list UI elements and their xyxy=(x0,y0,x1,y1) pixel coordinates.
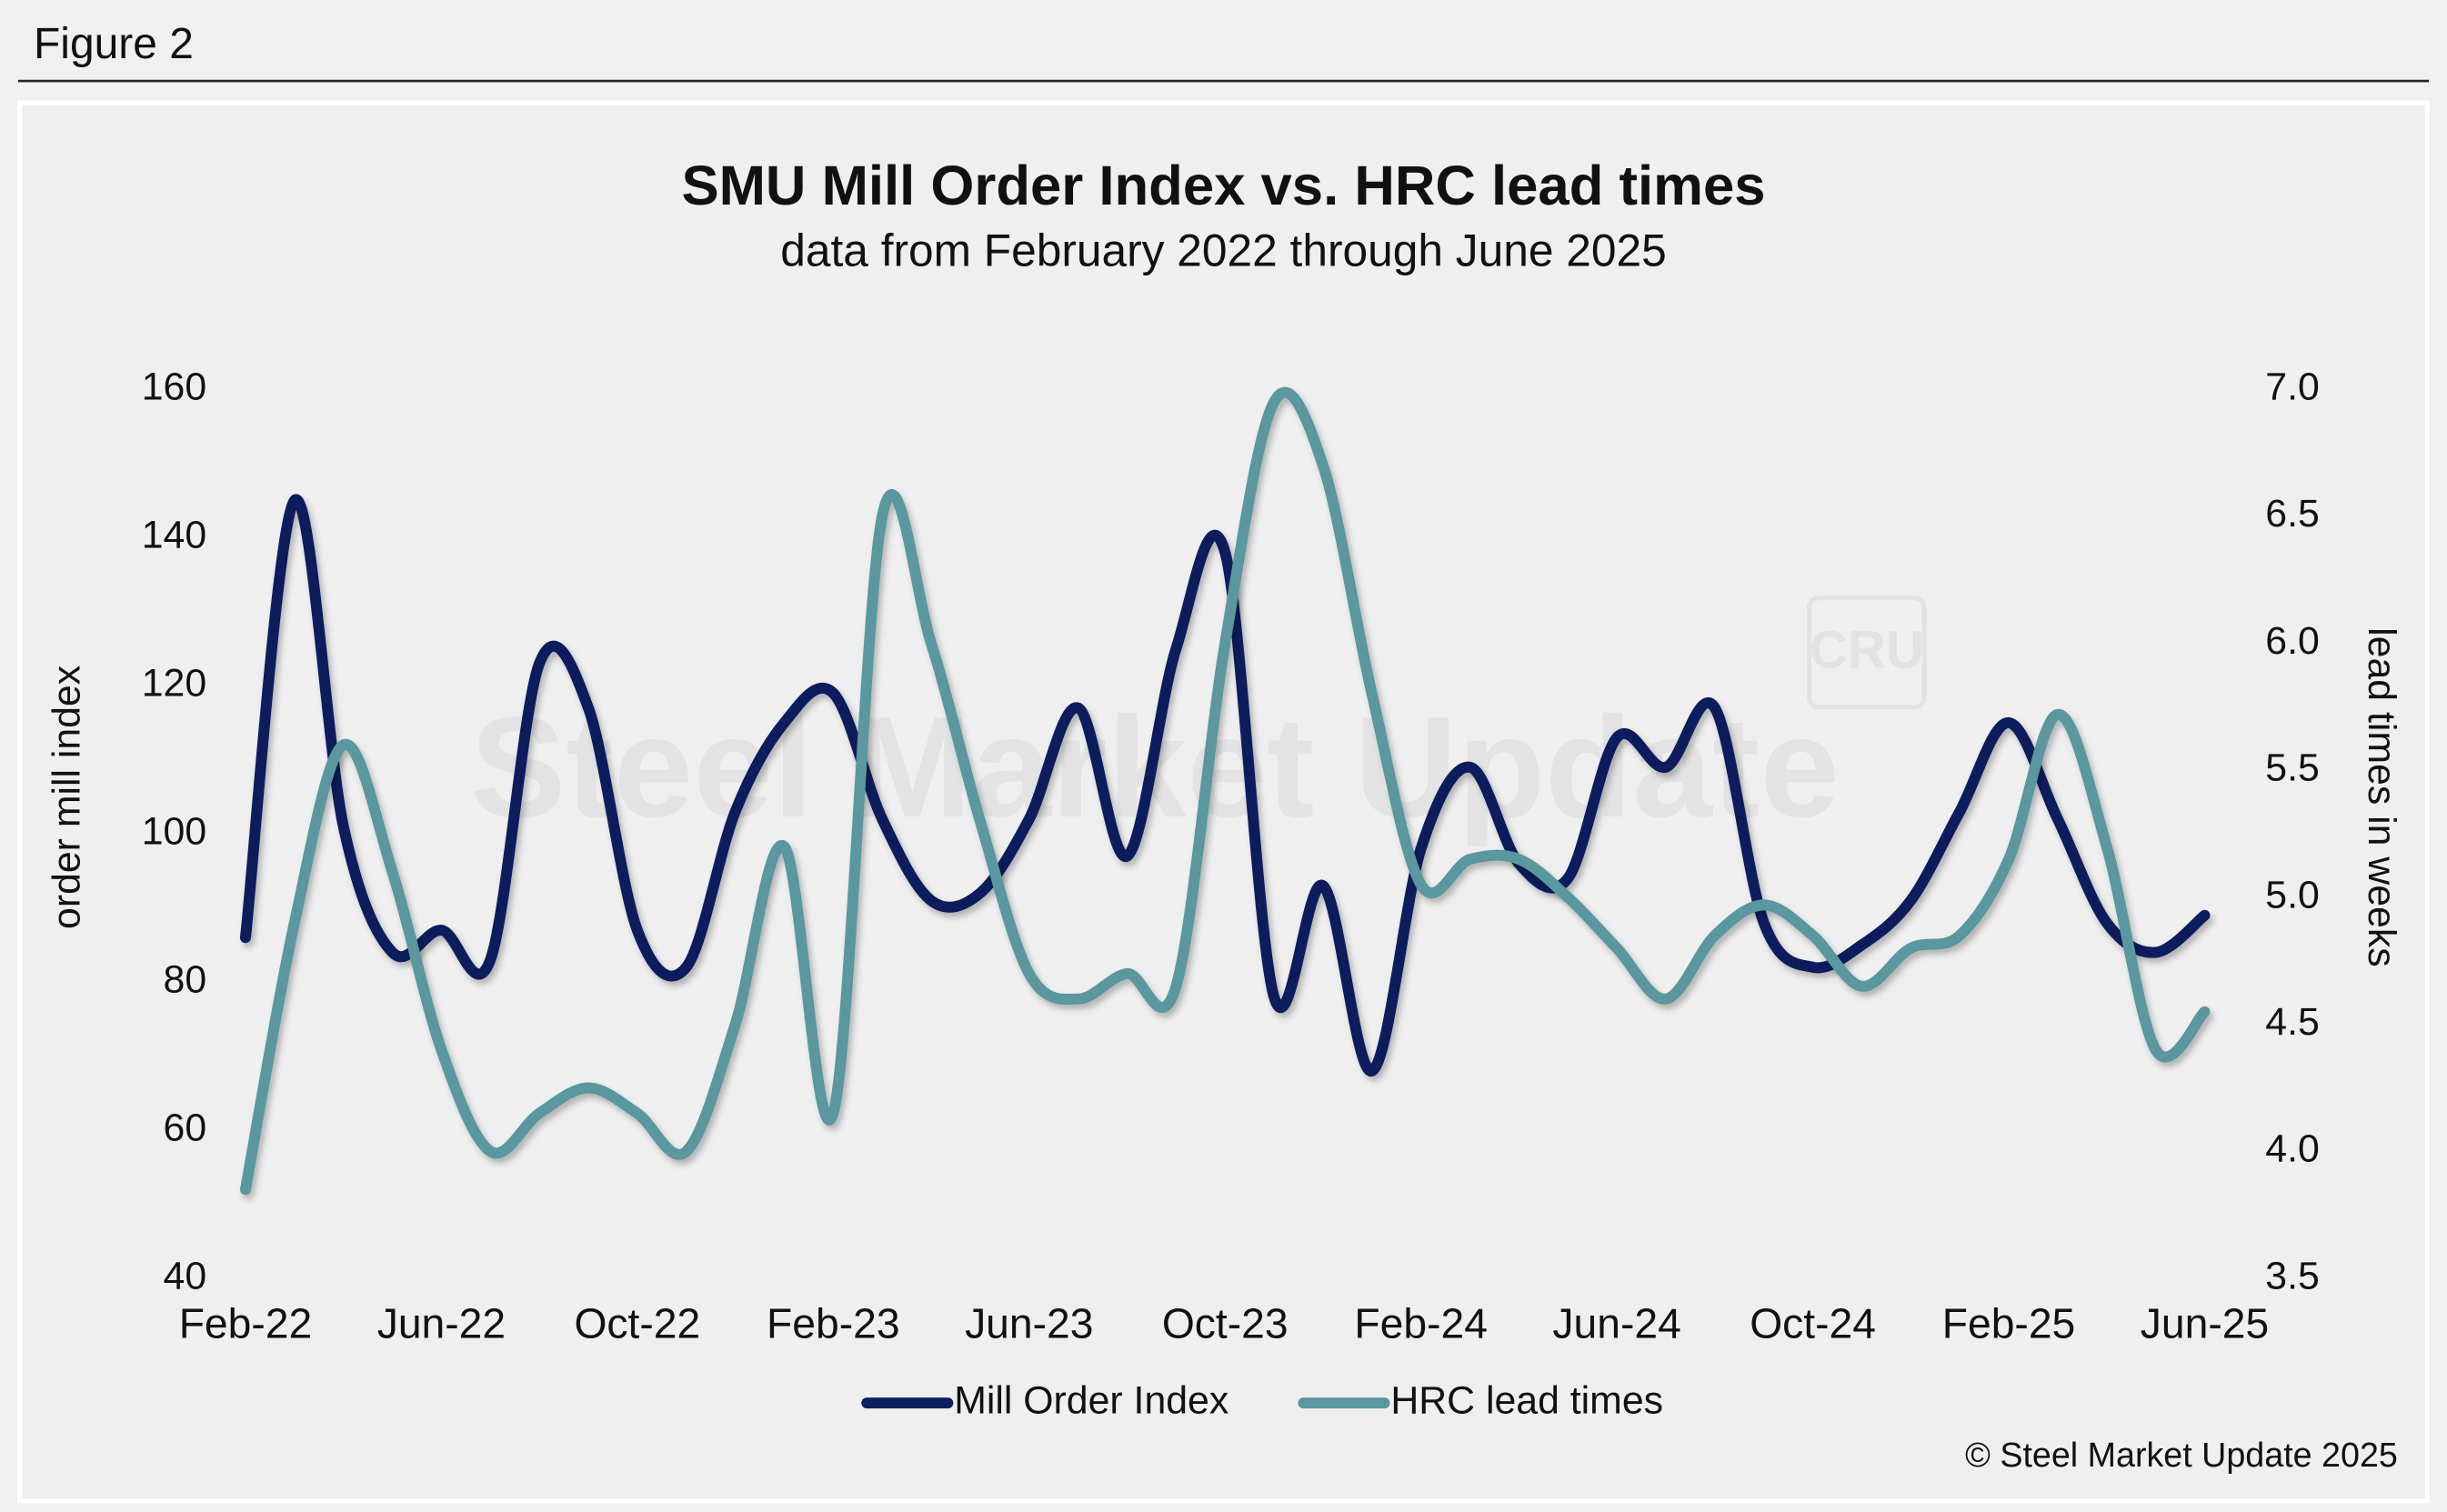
y-tick-label: 100 xyxy=(142,809,206,853)
series-line xyxy=(239,386,2211,1196)
y2-tick-label: 3.5 xyxy=(2265,1254,2320,1297)
y-tick-label: 140 xyxy=(142,513,206,556)
x-tick-label: Feb-25 xyxy=(1942,1299,2076,1347)
y2-tick-label: 7.0 xyxy=(2265,365,2320,408)
y-tick-label: 120 xyxy=(142,661,206,705)
chart-title: SMU Mill Order Index vs. HRC lead times xyxy=(681,155,1765,217)
x-tick-label: Oct-24 xyxy=(1750,1299,1876,1347)
legend-label: Mill Order Index xyxy=(954,1378,1229,1422)
source-note: © Steel Market Update 2025 xyxy=(1965,1436,2398,1474)
x-tick-label: Jun-24 xyxy=(1552,1299,1680,1347)
x-tick-label: Feb-24 xyxy=(1354,1299,1487,1347)
watermark-logo-box xyxy=(1806,596,1927,710)
y-tick-label: 60 xyxy=(164,1106,207,1149)
x-tick-label: Oct-23 xyxy=(1162,1299,1289,1347)
chart-subtitle: data from February 2022 through June 202… xyxy=(780,225,1666,275)
y2-tick-label: 6.0 xyxy=(2265,619,2320,663)
y-tick-label: 40 xyxy=(164,1254,207,1297)
x-tick-label: Feb-22 xyxy=(179,1299,313,1347)
y2-axis-label: lead times in weeks xyxy=(2360,627,2403,966)
y2-tick-label: 4.0 xyxy=(2265,1127,2320,1171)
x-tick-label: Jun-23 xyxy=(965,1299,1093,1347)
x-tick-label: Oct-22 xyxy=(574,1299,700,1347)
y-tick-label: 160 xyxy=(142,365,206,408)
y-axis-label: order mill index xyxy=(45,666,89,929)
y2-tick-label: 6.5 xyxy=(2265,492,2320,536)
watermark-logo: CRU xyxy=(1810,621,1924,680)
legend-label: HRC lead times xyxy=(1390,1378,1663,1422)
figure-label: Figure 2 xyxy=(34,20,194,68)
y2-tick-label: 5.5 xyxy=(2265,746,2320,790)
x-tick-label: Jun-22 xyxy=(377,1299,506,1347)
y2-tick-label: 4.5 xyxy=(2265,1000,2320,1044)
x-tick-label: Feb-23 xyxy=(767,1299,899,1347)
series-line xyxy=(239,494,2211,1076)
x-tick-label: Jun-25 xyxy=(2141,1299,2269,1347)
y2-tick-label: 5.0 xyxy=(2265,873,2320,916)
y-tick-label: 80 xyxy=(164,957,207,1001)
